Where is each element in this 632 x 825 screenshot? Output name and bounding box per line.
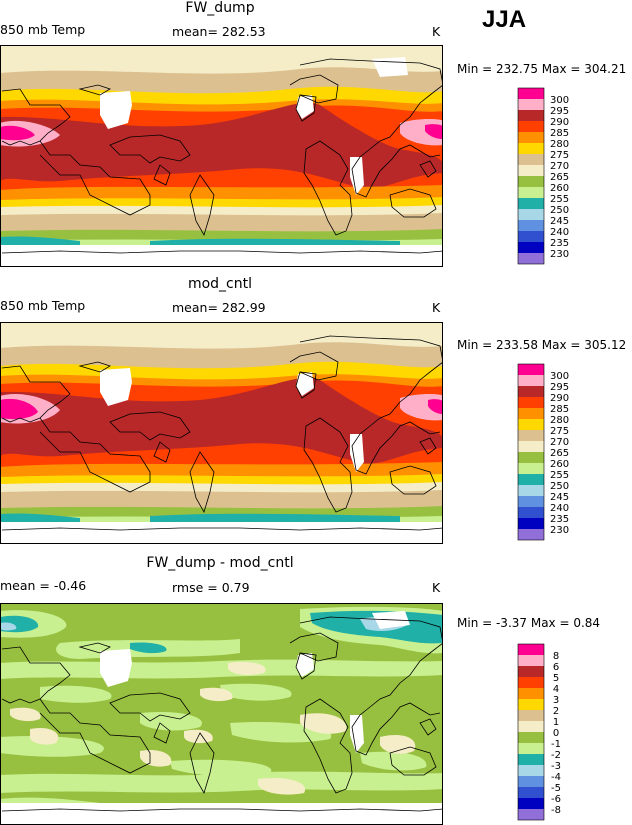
panel-3-map xyxy=(0,603,443,825)
panel-3-legend-label: -4 xyxy=(551,772,561,783)
panel-1-legend-label: 265 xyxy=(550,172,569,183)
panel-2-legend-label: 285 xyxy=(550,404,569,415)
panel-1-legend-label: 285 xyxy=(550,128,569,139)
panel-1-legend-label: 245 xyxy=(550,216,569,227)
panel-1-legend: 300 295 290 285 280 275 270 265 260 255 … xyxy=(517,87,569,265)
panel-1-legend-swatches xyxy=(517,87,545,265)
panel-3-legend-label: 6 xyxy=(553,662,559,673)
panel-3-mean: mean = -0.46 xyxy=(0,578,87,593)
panel-1-legend-label: 290 xyxy=(550,117,569,128)
panel-1-legend-label: 275 xyxy=(550,150,569,161)
panel-1-legend-label: 295 xyxy=(550,106,569,117)
panel-2-legend-label: 260 xyxy=(550,459,569,470)
panel-1-legend-label: 235 xyxy=(550,238,569,249)
panel-3-legend-label: -5 xyxy=(551,783,561,794)
panel-2-legend-label: 240 xyxy=(550,503,569,514)
panel-2-legend-label: 230 xyxy=(550,525,569,536)
panel-1-title: FW_dump xyxy=(185,0,255,16)
panel-2-legend-label: 270 xyxy=(550,437,569,448)
panel-2-legend-label: 265 xyxy=(550,448,569,459)
panel-1-variable-label: 850 mb Temp xyxy=(0,22,86,37)
panel-2-mean: mean= 282.99 xyxy=(172,300,266,315)
panel-1-legend-label: 300 xyxy=(550,95,569,106)
panel-3-legend-label: 0 xyxy=(553,728,559,739)
panel-3-legend-label: -6 xyxy=(551,794,561,805)
panel-2-legend-label: 250 xyxy=(550,481,569,492)
panel-1-legend-label: 240 xyxy=(550,227,569,238)
panel-2-title: mod_cntl xyxy=(187,276,253,292)
panel-1-legend-label: 250 xyxy=(550,205,569,216)
panel-3-units: K xyxy=(432,580,441,595)
panel-3-legend-label: -1 xyxy=(551,739,561,750)
panel-3-legend-label: 3 xyxy=(553,695,559,706)
panel-2-legend-label: 280 xyxy=(550,415,569,426)
panel-3-legend-label: 4 xyxy=(553,684,559,695)
panel-1-minmax: Min = 232.75 Max = 304.21 xyxy=(457,62,627,76)
panel-3-legend-label: 1 xyxy=(553,717,559,728)
panel-2-legend-label: 255 xyxy=(550,470,569,481)
panel-1-map xyxy=(0,45,443,267)
panel-3-title: FW_dump - mod_cntl xyxy=(146,555,294,571)
panel-2-minmax: Min = 233.58 Max = 305.12 xyxy=(457,338,627,352)
panel-3-legend-label: 8 xyxy=(553,651,559,662)
panel-1-legend-label: 230 xyxy=(550,249,569,260)
panel-2-legend-label: 275 xyxy=(550,426,569,437)
panel-3-legend-label: 2 xyxy=(553,706,559,717)
panel-1-legend-label: 280 xyxy=(550,139,569,150)
panel-2-legend-label: 290 xyxy=(550,393,569,404)
panel-2-legend: 300 295 290 285 280 275 270 265 260 255 … xyxy=(517,363,569,541)
panel-2-legend-label: 235 xyxy=(550,514,569,525)
panel-3-legend: 8 6 5 4 3 2 1 0 -1 -2 -3 -4 -5 -6 -8 xyxy=(517,643,561,821)
season-label: JJA xyxy=(482,6,527,33)
panel-3-legend-label: -3 xyxy=(551,761,561,772)
panel-2-legend-label: 300 xyxy=(550,371,569,382)
panel-3-rmse: rmse = 0.79 xyxy=(172,580,250,595)
panel-2-units: K xyxy=(432,300,441,315)
panel-2-map xyxy=(0,322,443,544)
panel-2-variable-label: 850 mb Temp xyxy=(0,298,86,313)
panel-3-minmax: Min = -3.37 Max = 0.84 xyxy=(457,616,601,630)
panel-1-legend-label: 270 xyxy=(550,161,569,172)
panel-3-legend-label: -2 xyxy=(551,750,561,761)
panel-1-legend-label: 260 xyxy=(550,183,569,194)
panel-1-legend-label: 255 xyxy=(550,194,569,205)
panel-1-units: K xyxy=(432,24,441,39)
panel-3-legend-label: 5 xyxy=(553,673,559,684)
panel-3-legend-swatches xyxy=(517,643,545,821)
panel-2-legend-label: 245 xyxy=(550,492,569,503)
panel-3-legend-label: -8 xyxy=(551,805,561,816)
panel-1-mean: mean= 282.53 xyxy=(172,24,266,39)
panel-2-legend-label: 295 xyxy=(550,382,569,393)
panel-2-legend-swatches xyxy=(517,363,545,541)
